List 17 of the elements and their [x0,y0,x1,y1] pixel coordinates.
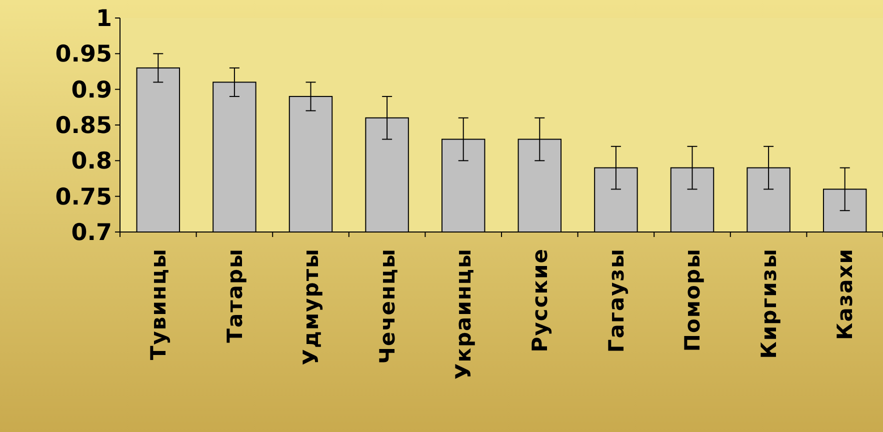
y-tick-label: 1 [96,6,112,32]
x-tick-label: Русские [528,248,552,352]
x-tick-label: Киргизы [756,248,781,359]
x-tick-label: Тувинцы [146,248,170,360]
x-tick-label: Украинцы [452,248,476,380]
x-tick-label: Казахи [833,248,858,340]
y-tick-label: 0.7 [71,220,112,246]
x-tick-label: Удмурты [299,248,324,366]
x-tick-label: Татары [222,248,247,343]
x-tick-label: Поморы [680,248,705,352]
x-tick-label: Чеченцы [375,248,400,364]
x-tick-label: Гагаузы [604,248,628,353]
y-tick-label: 0.85 [55,113,112,140]
y-tick-label: 0.9 [71,77,112,104]
y-tick-label: 0.8 [71,148,112,175]
y-tick-label: 0.95 [55,42,112,68]
y-tick-label: 0.75 [55,184,112,210]
